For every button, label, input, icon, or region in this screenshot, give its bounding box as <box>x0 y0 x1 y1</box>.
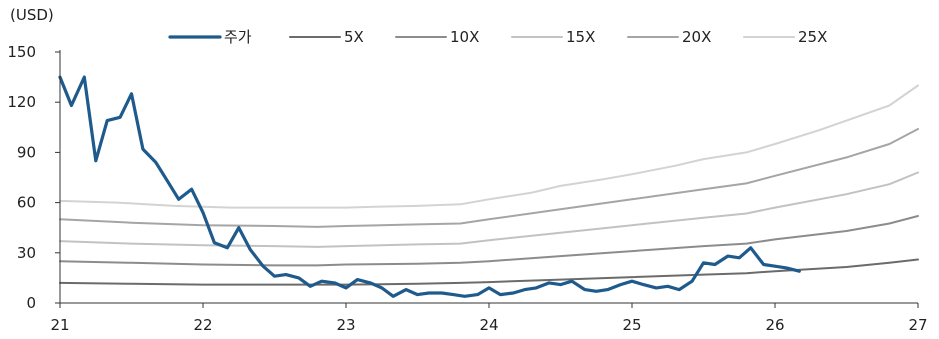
y-tick-label: 90 <box>17 143 36 161</box>
series-line-2 <box>59 215 919 267</box>
legend-label: 10X <box>450 28 479 46</box>
x-tick-label: 25 <box>622 316 641 334</box>
x-tick-label: 22 <box>193 316 212 334</box>
x-tick-label: 23 <box>336 316 355 334</box>
x-tick-label: 21 <box>50 316 69 334</box>
y-tick-label: 0 <box>26 294 36 312</box>
y-tick-label: 150 <box>7 43 36 61</box>
x-tick-label: 26 <box>765 316 784 334</box>
y-tick-label: 120 <box>7 93 36 111</box>
y-tick-label: 60 <box>17 194 36 212</box>
series-line-3 <box>59 171 919 248</box>
x-tick-label: 24 <box>479 316 498 334</box>
series-line-4 <box>59 128 919 228</box>
legend-label: 주가 <box>224 28 252 46</box>
legend-label: 5X <box>344 28 364 46</box>
legend-label: 15X <box>566 28 595 46</box>
legend-label: 25X <box>798 28 827 46</box>
y-tick-label: 30 <box>17 244 36 262</box>
legend: 주가 5X 10X 15X 20X 25X <box>168 28 827 46</box>
series-line-5 <box>59 84 919 209</box>
x-tick-label: 27 <box>908 316 927 334</box>
y-axis-unit-label: (USD) <box>10 6 54 24</box>
legend-label: 20X <box>682 28 711 46</box>
axes-layer: 0 30 60 90 120 150 21 22 23 24 25 26 27 <box>7 43 927 334</box>
series-layer <box>58 75 919 298</box>
series-line-0 <box>58 75 801 298</box>
